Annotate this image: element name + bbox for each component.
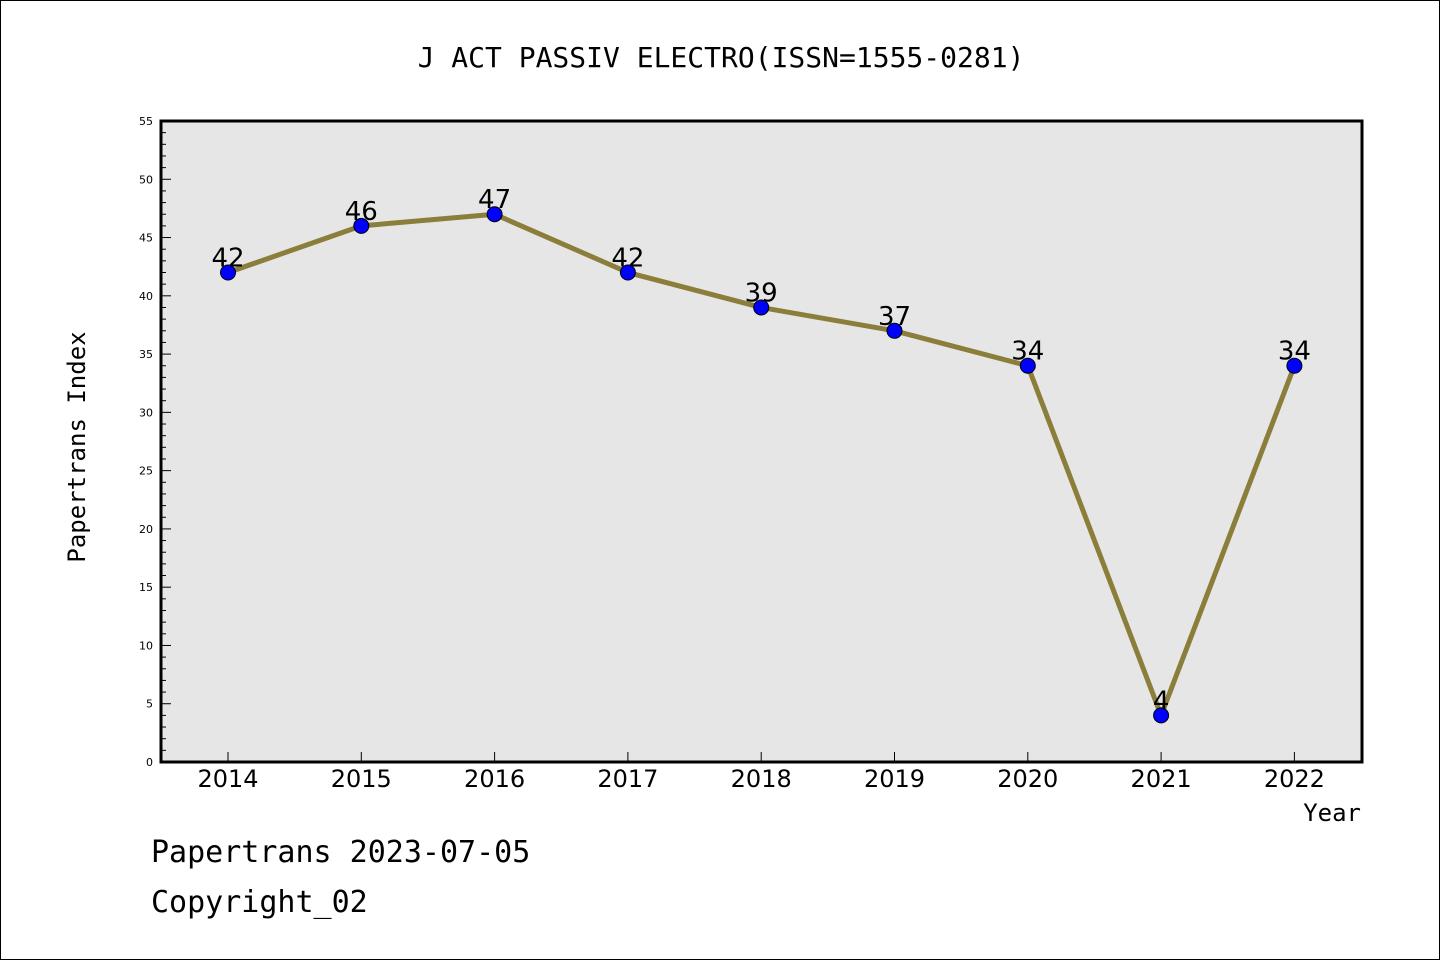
footer-copyright: Copyright_02 <box>151 885 368 920</box>
x-tick-label: 2015 <box>331 765 392 793</box>
data-label: 46 <box>345 197 378 227</box>
footer-stamp: Papertrans 2023-07-05 <box>151 835 531 870</box>
data-point <box>486 206 503 223</box>
x-tick-label: 2016 <box>464 765 525 793</box>
plot-border <box>159 119 1364 764</box>
y-axis-label: Papertrans Index <box>63 331 91 562</box>
data-point <box>753 299 770 316</box>
series-group <box>220 206 1303 724</box>
y-tick-label: 15 <box>139 581 153 594</box>
data-point <box>1153 707 1170 724</box>
data-label: 42 <box>611 244 644 274</box>
x-tick-label: 2018 <box>731 765 792 793</box>
data-label: 47 <box>478 185 511 215</box>
x-tick-label: 2020 <box>997 765 1058 793</box>
y-tick-label: 35 <box>139 348 153 361</box>
data-label: 34 <box>1011 337 1044 367</box>
data-label: 42 <box>211 244 244 274</box>
y-axis-ticks: 0 5 10 15 20 25 30 35 40 45 50 55 <box>139 115 171 769</box>
y-tick-label: 30 <box>139 406 153 419</box>
data-point <box>1019 357 1036 374</box>
x-tick-label: 2019 <box>864 765 925 793</box>
x-axis-ticks: 2014 2015 2016 2017 2018 2019 2020 2021 2022 <box>197 752 1325 793</box>
y-tick-label: 45 <box>139 232 153 245</box>
x-axis-label: Year <box>1303 799 1361 827</box>
data-labels-group: 42 46 47 42 39 37 34 4 34 <box>211 185 1310 716</box>
data-label: 37 <box>878 302 911 332</box>
data-label: 39 <box>745 278 778 308</box>
data-label: 34 <box>1278 337 1311 367</box>
y-tick-label: 40 <box>139 290 153 303</box>
x-tick-label: 2014 <box>197 765 258 793</box>
data-point <box>220 264 236 281</box>
x-tick-label: 2017 <box>597 765 658 793</box>
x-tick-label: 2022 <box>1264 765 1325 793</box>
y-tick-label: 55 <box>139 115 153 128</box>
y-tick-label: 25 <box>139 465 153 478</box>
y-tick-label: 20 <box>139 523 153 536</box>
data-point <box>1286 357 1303 374</box>
x-tick-label: 2021 <box>1131 765 1192 793</box>
data-point <box>886 322 903 339</box>
chart-title: J ACT PASSIV ELECTRO(ISSN=1555-0281) <box>418 41 1025 74</box>
y-tick-label: 10 <box>139 639 153 652</box>
data-point <box>619 264 636 281</box>
data-point <box>353 217 370 234</box>
y-tick-label: 5 <box>146 698 153 711</box>
y-tick-label: 50 <box>139 173 153 186</box>
y-tick-label: 0 <box>146 756 153 769</box>
data-label: 4 <box>1153 686 1170 716</box>
